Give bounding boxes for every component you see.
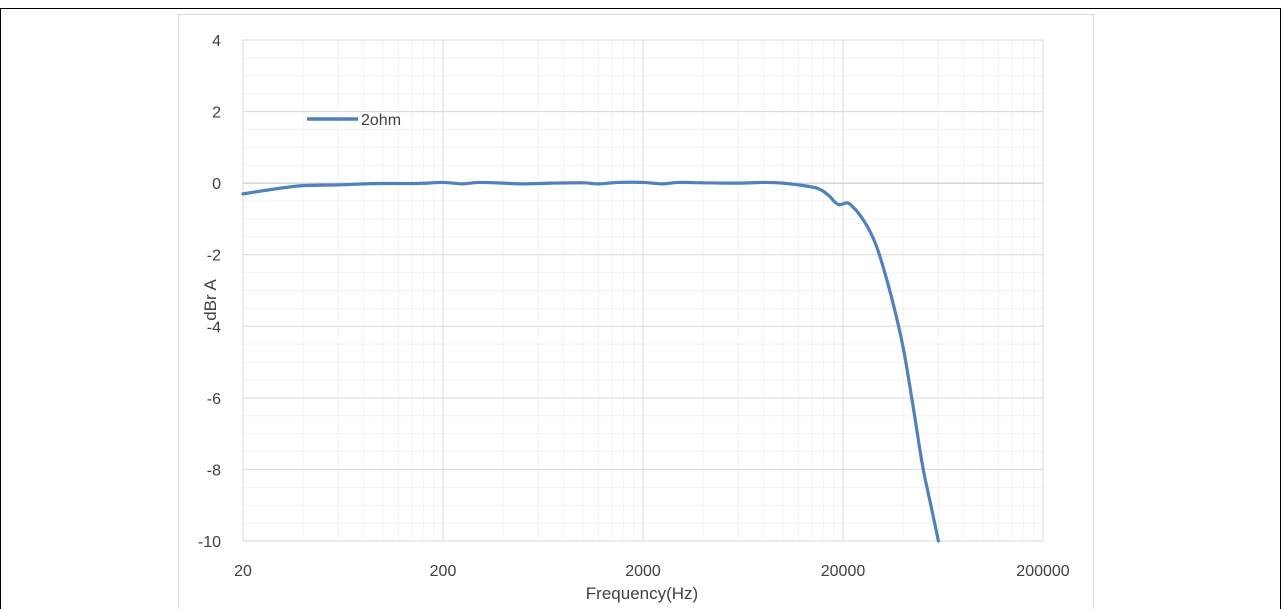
- y-tick-label: -4: [207, 319, 221, 336]
- series-layer: [241, 180, 941, 543]
- x-tick-label: 200: [430, 563, 457, 580]
- x-tick-labels: 20 200 2000 20000 200000: [234, 563, 1070, 580]
- y-tick-label: 0: [212, 176, 221, 193]
- y-axis-title: dBr A: [201, 279, 220, 321]
- x-tick-label: 20: [234, 563, 252, 580]
- legend-label-2ohm: 2ohm: [361, 112, 401, 129]
- x-axis-title: Frequency(Hz): [586, 584, 698, 603]
- y-tick-label: -10: [198, 534, 221, 551]
- x-tick-label: 20000: [821, 563, 866, 580]
- x-tick-label: 200000: [1016, 563, 1069, 580]
- y-tick-labels: 4 2 0 -2 -4 -6 -8 -10: [198, 33, 221, 551]
- y-tick-label: 2: [212, 105, 221, 122]
- y-tick-label: 4: [212, 33, 221, 50]
- legend: 2ohm: [307, 112, 401, 129]
- chart-frame: [178, 14, 1094, 609]
- y-tick-label: -6: [207, 391, 221, 408]
- y-tick-label: -8: [207, 462, 221, 479]
- y-tick-label: -2: [207, 248, 221, 265]
- series-line-2ohm: [241, 180, 941, 543]
- x-tick-label: 2000: [625, 563, 661, 580]
- page-frame: [0, 8, 1281, 609]
